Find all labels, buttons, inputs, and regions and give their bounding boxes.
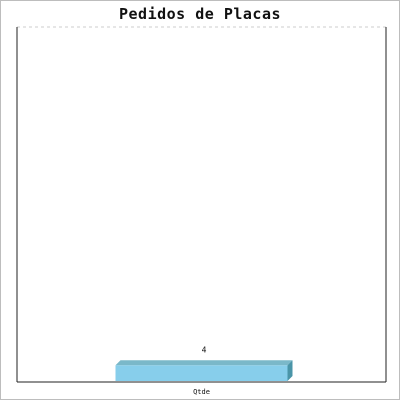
bars-group <box>116 360 293 381</box>
x-tick-label: Qtde <box>193 388 210 396</box>
data-label: 4 <box>202 345 207 354</box>
bar-top-qtde <box>116 360 293 365</box>
bar-front-qtde <box>116 365 288 381</box>
